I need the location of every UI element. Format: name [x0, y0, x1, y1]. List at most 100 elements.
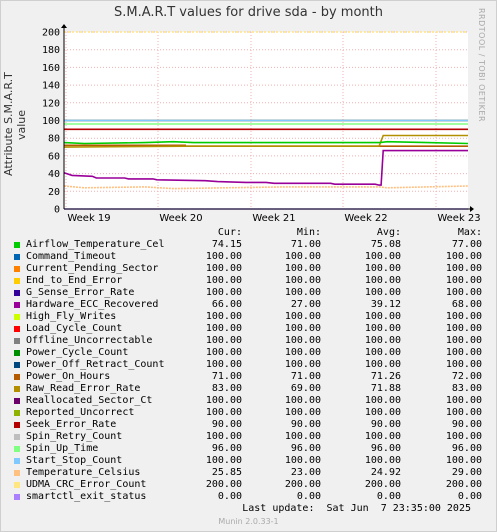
legend-series-name: Spin_Retry_Count: [26, 431, 123, 442]
y-tick-label: 20: [48, 187, 60, 198]
legend-avg-value: 100.00: [364, 323, 401, 334]
legend-swatch: [14, 362, 20, 368]
legend-row: Temperature_Celsius 25.85 23.00 24.92 29.00: [12, 467, 492, 479]
legend-swatch: [14, 338, 20, 344]
legend-cur-value: 100.00: [205, 251, 242, 262]
y-tick-label: 160: [42, 63, 60, 74]
legend-swatch: [14, 386, 20, 392]
legend-min-value: 100.00: [284, 395, 321, 406]
legend-max-value: 100.00: [445, 263, 482, 274]
legend-row: Spin_Retry_Count 100.00 100.00 100.00 100.00: [12, 431, 492, 443]
legend-max-value: 77.00: [451, 239, 482, 250]
legend-swatch: [14, 482, 20, 488]
series-line-raw_read_error_rate: [63, 134, 468, 148]
legend-avg-value: 39.12: [370, 299, 401, 310]
legend-row: Raw_Read_Error_Rate 83.00 69.00 71.88 83.00: [12, 383, 492, 395]
legend-min-value: 200.00: [284, 479, 321, 490]
legend-min-value: 100.00: [284, 359, 321, 370]
y-tick-label: 200: [42, 28, 60, 39]
legend-swatch: [14, 242, 20, 248]
x-axis-arrow: [470, 206, 474, 212]
legend-max-value: 29.00: [451, 467, 482, 478]
legend-max-value: 100.00: [445, 395, 482, 406]
legend-header: Cur: Min: Avg: Max:: [12, 227, 492, 239]
legend-swatch: [14, 398, 20, 404]
legend-row: UDMA_CRC_Error_Count 200.00 200.00 200.00 20…: [12, 479, 492, 491]
legend-row: Power_Cycle_Count 100.00 100.00 100.00 100.0…: [12, 347, 492, 359]
y-tick-label: 80: [48, 134, 60, 145]
legend-cur-value: 100.00: [205, 275, 242, 286]
legend-series-name: Power_On_Hours: [26, 371, 111, 382]
legend-avg-value: 100.00: [364, 287, 401, 298]
x-tick-label: Week 21: [252, 213, 295, 224]
legend-cur-value: 100.00: [205, 395, 242, 406]
legend-avg-value: 100.00: [364, 251, 401, 262]
legend-swatch: [14, 254, 20, 260]
graph-title: S.M.A.R.T values for drive sda - by mont…: [114, 5, 383, 20]
y-tick-label: 120: [42, 98, 60, 109]
legend-swatch: [14, 458, 20, 464]
legend-max-value: 100.00: [445, 323, 482, 334]
legend-min-value: 100.00: [284, 431, 321, 442]
legend-series-name: Reported_Uncorrect: [26, 407, 135, 418]
legend-row: Airflow_Temperature_Cel 74.15 71.00 75.08 77…: [12, 239, 492, 251]
legend-row: Offline_Uncorrectable 100.00 100.00 100.00 1…: [12, 335, 492, 347]
legend-row: Hardware_ECC_Recovered 66.00 27.00 39.12 68.…: [12, 299, 492, 311]
legend-min-value: 100.00: [284, 263, 321, 274]
legend-series-name: Load_Cycle_Count: [26, 323, 123, 334]
legend-series-name: Power_Off_Retract_Count: [26, 359, 165, 370]
legend-swatch: [14, 350, 20, 356]
legend-cur-value: 100.00: [205, 311, 242, 322]
legend-series-name: Seek_Error_Rate: [26, 419, 117, 430]
legend-min-value: 71.00: [290, 371, 321, 382]
legend-avg-value: 100.00: [364, 335, 401, 346]
legend-swatch: [14, 434, 20, 440]
legend-swatch: [14, 290, 20, 296]
legend-avg-value: 200.00: [364, 479, 401, 490]
legend-swatch: [14, 494, 20, 500]
legend-avg-value: 100.00: [364, 431, 401, 442]
last-update: Last update: Sat Jun 7 23:35:00 2025: [242, 503, 471, 514]
legend-row: End_to_End_Error 100.00 100.00 100.00 100.00: [12, 275, 492, 287]
legend-max-value: 100.00: [445, 275, 482, 286]
legend-swatch: [14, 470, 20, 476]
legend-row: Start_Stop_Count 100.00 100.00 100.00 100.00: [12, 455, 492, 467]
legend-avg-value: 100.00: [364, 407, 401, 418]
legend-max-value: 200.00: [445, 479, 482, 490]
legend-series-name: Raw_Read_Error_Rate: [26, 383, 141, 394]
legend-avg-value: 96.00: [370, 443, 401, 454]
legend-swatch: [14, 314, 20, 320]
legend-min-value: 0.00: [296, 491, 321, 502]
legend-header-cur: Cur:: [217, 227, 242, 238]
legend-avg-value: 71.88: [370, 383, 401, 394]
legend-series-name: High_Fly_Writes: [26, 311, 117, 322]
legend-series-name: Spin_Up_Time: [26, 443, 99, 454]
legend-cur-value: 71.00: [211, 371, 242, 382]
legend-series-name: Command_Timeout: [26, 251, 117, 262]
legend-min-value: 100.00: [284, 407, 321, 418]
legend-cur-value: 74.15: [211, 239, 242, 250]
legend-row: Reported_Uncorrect 100.00 100.00 100.00 100.…: [12, 407, 492, 419]
legend-avg-value: 100.00: [364, 311, 401, 322]
side-credit: RRDTOOL / TOBI OETIKER: [477, 8, 486, 123]
legend-series-name: Reallocated_Sector_Ct: [26, 395, 153, 406]
legend-row: Load_Cycle_Count 100.00 100.00 100.00 100.00: [12, 323, 492, 335]
series-line-airflow_temperature_cel: [63, 140, 469, 145]
legend-series-name: Hardware_ECC_Recovered: [26, 299, 159, 310]
y-tick-label: 180: [42, 45, 60, 56]
legend-cur-value: 25.85: [211, 467, 242, 478]
legend-row: G_Sense_Error_Rate 100.00 100.00 100.00 100.…: [12, 287, 492, 299]
legend-series-name: Power_Cycle_Count: [26, 347, 129, 358]
legend-swatch: [14, 326, 20, 332]
legend-row: Seek_Error_Rate 90.00 90.00 90.00 90.00: [12, 419, 492, 431]
legend-cur-value: 66.00: [211, 299, 242, 310]
legend-series-name: Temperature_Celsius: [26, 467, 141, 478]
legend-min-value: 100.00: [284, 275, 321, 286]
legend-min-value: 100.00: [284, 347, 321, 358]
legend-avg-value: 100.00: [364, 395, 401, 406]
y-tick-label: 140: [42, 81, 60, 92]
legend-min-value: 100.00: [284, 335, 321, 346]
legend-swatch: [14, 302, 20, 308]
legend-max-value: 0.00: [457, 491, 482, 502]
legend-row: Power_Off_Retract_Count 100.00 100.00 100.0…: [12, 359, 492, 371]
